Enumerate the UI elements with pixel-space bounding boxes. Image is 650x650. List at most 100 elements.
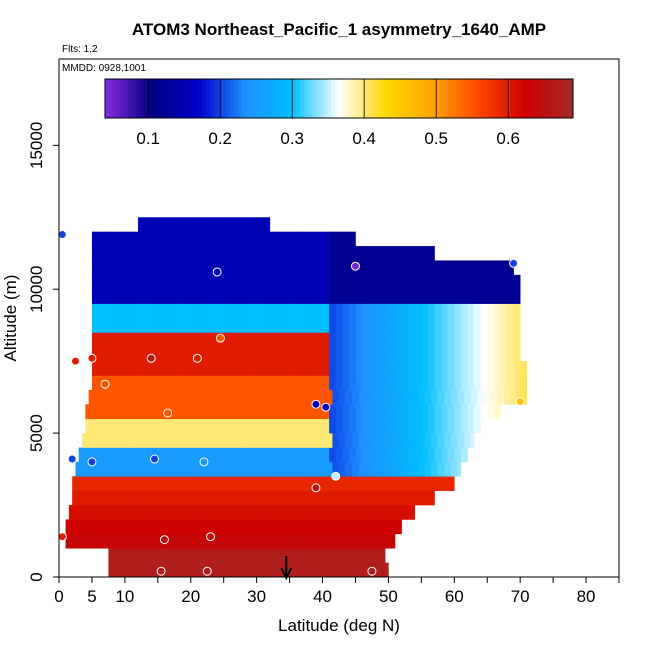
heatmap-cell	[401, 418, 409, 434]
heatmap-cell	[91, 519, 99, 535]
heatmap-cell	[118, 274, 126, 290]
heatmap-cell	[190, 418, 198, 434]
heatmap-cell	[283, 375, 290, 391]
heatmap-cell	[124, 533, 132, 549]
heatmap-cell	[144, 274, 152, 290]
heatmap-cell	[362, 519, 369, 535]
heatmap-cell	[315, 375, 323, 391]
heatmap-cell	[72, 490, 80, 506]
heatmap-cell	[421, 490, 429, 506]
heatmap-cell	[348, 332, 356, 348]
heatmap-cell	[243, 303, 251, 319]
heatmap-cell	[302, 447, 310, 463]
heatmap-cell	[427, 274, 435, 290]
colorbar-swatch	[502, 79, 508, 118]
heatmap-cell	[256, 217, 264, 232]
heatmap-cell	[513, 361, 521, 376]
heatmap-cell	[223, 303, 231, 319]
heatmap-cell	[105, 519, 113, 535]
heatmap-cell	[507, 332, 514, 348]
heatmap-cell	[236, 274, 244, 290]
heatmap-cell	[121, 461, 129, 477]
heatmap-cell	[309, 418, 317, 434]
heatmap-cell	[95, 389, 103, 405]
heatmap-cell	[236, 246, 244, 261]
x-tick-label: 60	[445, 587, 464, 606]
heatmap-cell	[355, 318, 363, 333]
heatmap-cell	[302, 375, 310, 391]
colorbar-swatch	[440, 79, 445, 118]
profile-point	[215, 333, 225, 343]
heatmap-cell	[217, 490, 225, 506]
heatmap-cell	[292, 505, 300, 520]
heatmap-cell	[144, 231, 152, 247]
heatmap-cell	[289, 332, 297, 348]
heatmap-cell	[335, 289, 343, 304]
heatmap-cell	[151, 231, 159, 247]
heatmap-cell	[329, 519, 337, 535]
heatmap-cell	[401, 361, 409, 376]
heatmap-cell	[276, 404, 284, 420]
heatmap-cell	[467, 260, 475, 276]
heatmap-cell	[493, 303, 501, 319]
heatmap-cell	[78, 490, 86, 506]
heatmap-cell	[121, 548, 129, 563]
heatmap-cell	[352, 505, 360, 520]
heatmap-cell	[151, 418, 159, 434]
heatmap-cell	[144, 318, 152, 333]
heatmap-cell	[131, 476, 139, 491]
heatmap-cell	[147, 548, 155, 563]
heatmap-cell	[151, 332, 159, 348]
heatmap-cell	[210, 404, 218, 420]
heatmap-cell	[441, 418, 449, 434]
heatmap-cell	[187, 505, 195, 520]
heatmap-cell	[82, 461, 89, 477]
profile-point	[367, 566, 377, 576]
heatmap-cell	[134, 389, 142, 405]
heatmap-cell	[441, 332, 449, 348]
chart-title: ATOM3 Northeast_Pacific_1 asymmetry_1640…	[132, 20, 546, 39]
heatmap-cell	[375, 404, 383, 420]
heatmap-cell	[131, 418, 139, 434]
heatmap-cell	[187, 389, 195, 405]
heatmap-cell	[408, 260, 416, 276]
heatmap-cell	[118, 404, 126, 420]
heatmap-cell	[431, 389, 439, 405]
heatmap-cell	[227, 389, 234, 405]
heatmap-cell	[91, 231, 99, 247]
profile-point	[57, 230, 67, 240]
heatmap-cell	[138, 418, 145, 434]
heatmap-cell	[483, 389, 491, 405]
heatmap-cell	[460, 404, 468, 420]
heatmap-cell	[217, 246, 225, 261]
colorbar-swatch	[128, 79, 133, 118]
heatmap-cell	[230, 533, 238, 549]
heatmap-cell	[451, 461, 458, 477]
heatmap-cells	[65, 217, 528, 578]
heatmap-cell	[315, 404, 323, 420]
heatmap-cell	[309, 246, 317, 261]
heatmap-cell	[184, 318, 192, 333]
heatmap-cell	[299, 548, 307, 563]
heatmap-cell	[421, 447, 429, 463]
heatmap-cell	[487, 289, 495, 304]
heatmap-cell	[507, 260, 514, 276]
heatmap-cell	[378, 389, 386, 405]
heatmap-cell	[108, 389, 116, 405]
heatmap-cell	[368, 404, 376, 420]
heatmap-cell	[401, 289, 409, 304]
heatmap-cell	[395, 404, 402, 420]
heatmap-cell	[467, 418, 475, 434]
heatmap-cell	[243, 418, 251, 434]
heatmap-cell	[138, 346, 145, 362]
heatmap-cell	[388, 519, 396, 535]
heatmap-cell	[256, 404, 264, 420]
heatmap-cell	[217, 418, 225, 434]
colorbar-swatch	[276, 79, 281, 118]
heatmap-cell	[121, 562, 129, 578]
heatmap-cell	[335, 332, 343, 348]
heatmap-cell	[269, 533, 277, 549]
heatmap-cell	[210, 332, 218, 348]
heatmap-cell	[210, 346, 218, 362]
